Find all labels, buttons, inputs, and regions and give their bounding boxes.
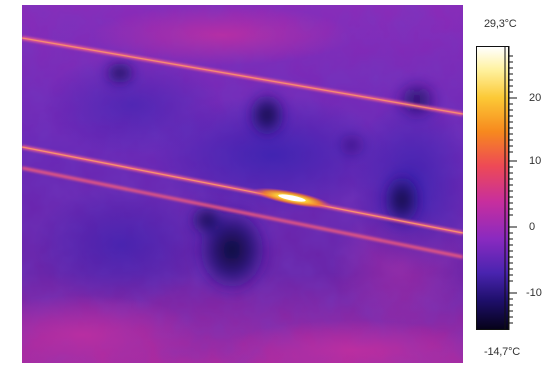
color-bar [476, 46, 517, 330]
tick-label-10: 10 [529, 155, 542, 167]
scale-max-label: 29,3°C [484, 18, 517, 30]
tick-label-20: 20 [529, 92, 542, 104]
scale-min-label: -14,7°C [484, 346, 521, 358]
scale-ruler [508, 46, 517, 330]
temperature-scale: 29,3°C [466, 0, 558, 372]
tick-label-0: 0 [529, 221, 536, 233]
thermal-image [22, 5, 463, 363]
tick-label-minus-10: -10 [526, 287, 542, 299]
